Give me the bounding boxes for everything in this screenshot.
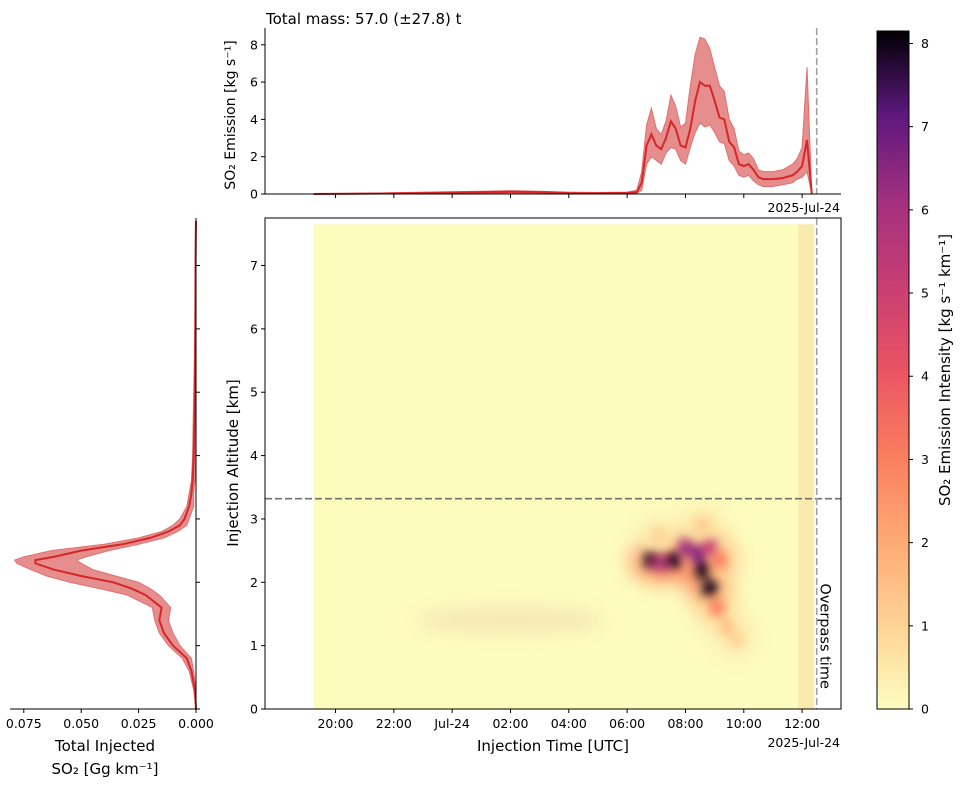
heatmap-frame: [264, 217, 842, 710]
main-xtick-label: 04:00: [551, 716, 587, 731]
heatmap-low-cell: [415, 606, 606, 635]
colorbar-tick-label: 5: [921, 286, 929, 301]
left-x-axis-label: Total Injected: [54, 737, 155, 755]
top-corner-date: 2025-Jul-24: [767, 200, 840, 215]
main-ytick-label: 4: [250, 448, 258, 463]
heatmap-cell: [712, 552, 727, 569]
heatmap-late-band: [798, 224, 815, 709]
main-xtick-label: 10:00: [726, 716, 762, 731]
heatmap-cell: [710, 599, 725, 616]
heatmap-cell: [719, 618, 734, 635]
colorbar-label: SO₂ Emission Intensity [kg s⁻¹ km⁻¹]: [936, 234, 954, 506]
main-xtick-label: 02:00: [492, 716, 528, 731]
main-xtick-label: 22:00: [376, 716, 412, 731]
colorbar-tick-label: 2: [921, 535, 929, 550]
top-ytick-label: 0: [250, 187, 258, 202]
main-corner-date: 2025-Jul-24: [767, 735, 840, 750]
colorbar-tick-label: 1: [921, 618, 929, 633]
main-xtick-label: 12:00: [784, 716, 820, 731]
main-xticks: 20:00 22:00 Jul-24 02:00 04:00 06:00 08:00 10:0…: [317, 709, 820, 731]
main-ytick-label: 2: [250, 575, 258, 590]
top-title: Total mass: 57.0 (±27.8) t: [265, 10, 462, 28]
main-ytick-label: 7: [250, 258, 258, 273]
left-xticks: 0.075 0.050 0.025 0.000: [6, 709, 214, 731]
heatmap-cell: [678, 539, 693, 556]
top-ytick-label: 6: [250, 75, 258, 90]
top-panel: Total mass: 57.0 (±27.8) t 0 2 4 6 8 SO₂ Emi…: [223, 10, 841, 215]
main-xtick-label: 06:00: [609, 716, 645, 731]
main-x-axis-label: Injection Time [UTC]: [477, 737, 629, 755]
left-xtick-label: 0.025: [121, 716, 157, 731]
left-xtick-label: 0.050: [63, 716, 99, 731]
main-panel: Overpass time 20:00 22:00 Jul-24 02:00 04:00…: [224, 217, 842, 755]
colorbar-tick-label: 6: [921, 202, 929, 217]
heatmap-plume-core: [644, 517, 744, 648]
heatmap-plume: [415, 224, 815, 709]
left-xtick-label: 0.075: [6, 716, 42, 731]
heatmap-cell: [702, 539, 717, 556]
profile-uncertainty-band: [13, 221, 197, 710]
top-y-axis-label: SO₂ Emission [kg s⁻¹]: [223, 40, 239, 189]
colorbar-tick-label: 4: [921, 369, 929, 384]
heatmap-cell: [695, 517, 710, 534]
main-xtick-label: 08:00: [667, 716, 703, 731]
top-xticks: [334, 194, 803, 198]
heatmap-cell: [651, 526, 666, 543]
colorbar: 0 1 2 3 4 5 6 7 8 SO₂ Emission Intensity [kg s⁻¹…: [876, 30, 954, 717]
main-ytick-label: 0: [250, 702, 258, 717]
colorbar-gradient: [877, 31, 909, 709]
heatmap-cell: [666, 552, 681, 569]
left-plot: [13, 221, 197, 710]
colorbar-tick-label: 8: [921, 36, 929, 51]
emission-mean-line: [313, 80, 813, 195]
top-ytick-label: 2: [250, 149, 258, 164]
main-ytick-label: 5: [250, 385, 258, 400]
colorbar-tick-label: 7: [921, 119, 929, 134]
heatmap-cell: [702, 580, 717, 597]
heatmap-cell: [690, 545, 705, 562]
top-plot: [313, 28, 818, 195]
overpass-time-label: Overpass time: [817, 583, 833, 689]
colorbar-tick-label: 0: [921, 702, 929, 717]
emission-uncertainty-band: [313, 36, 813, 195]
top-yticks: 0 2 4 6 8: [250, 37, 265, 202]
left-yticks: [196, 265, 200, 710]
top-ytick-label: 4: [250, 112, 258, 127]
main-yticks: 0 1 2 3 4 5 6 7: [250, 258, 265, 717]
left-xtick-label: 0.000: [178, 716, 214, 731]
main-y-axis-label: Injection Altitude [km]: [224, 379, 242, 546]
heatmap-cell: [729, 631, 744, 648]
main-ytick-label: 3: [250, 511, 258, 526]
main-xtick-label: 20:00: [317, 716, 353, 731]
colorbar-ticks: 0 1 2 3 4 5 6 7 8: [909, 36, 929, 717]
main-ytick-label: 1: [250, 638, 258, 653]
colorbar-frame: [876, 30, 910, 710]
main-xtick-label: Jul-24: [433, 716, 470, 731]
profile-mean-line: [34, 221, 197, 710]
colorbar-tick-label: 3: [921, 452, 929, 467]
main-ytick-label: 6: [250, 321, 258, 336]
heatmap-cell: [695, 561, 710, 578]
top-ytick-label: 8: [250, 37, 258, 52]
left-panel: 0.075 0.050 0.025 0.000 Total Injected SO₂ …: [6, 218, 214, 778]
left-x-axis-label-units: SO₂ [Gg km⁻¹]: [52, 760, 159, 778]
heatmap-cell: [654, 555, 669, 572]
